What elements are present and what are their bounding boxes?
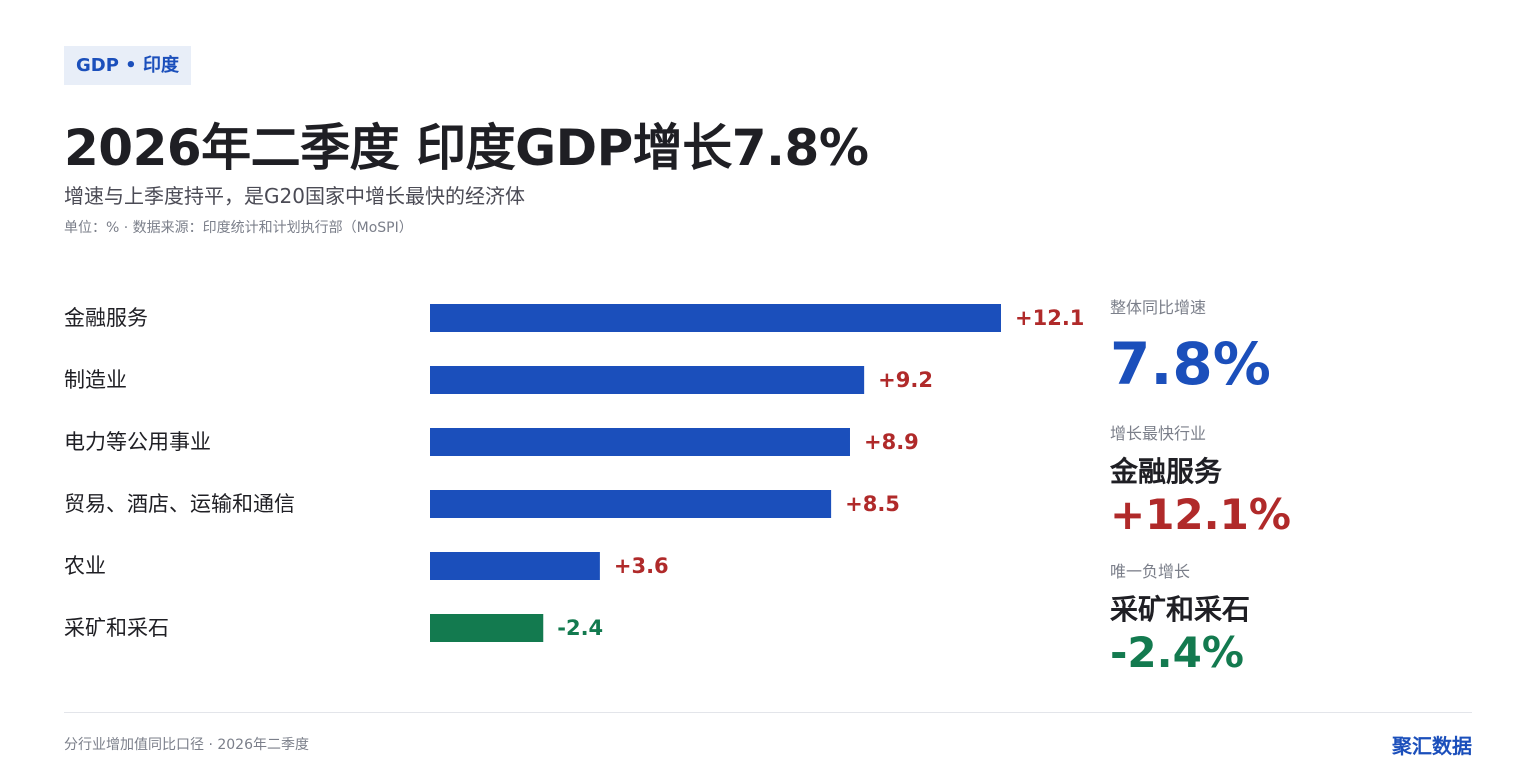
category-label: 金融服务 — [64, 306, 148, 330]
brand-logo: 聚汇数据 — [1392, 734, 1472, 758]
category-label: 采矿和采石 — [64, 616, 169, 640]
topic-tag: GDP • 印度 — [64, 46, 191, 85]
data-label: +8.5 — [845, 492, 900, 516]
negative-sector-label: 唯一负增长 — [1110, 562, 1191, 581]
fastest-sector-value: +12.1% — [1110, 490, 1291, 539]
category-label: 制造业 — [64, 368, 127, 392]
footer-divider — [64, 712, 1472, 713]
data-label: +3.6 — [614, 554, 669, 578]
page-title: 2026年二季度 印度GDP增长7.8% — [64, 119, 869, 177]
unit-source-note: 单位：% · 数据来源：印度统计和计划执行部（MoSPI） — [64, 220, 413, 236]
bar — [430, 490, 832, 518]
negative-sector-name: 采矿和采石 — [1110, 593, 1251, 626]
negative-sector-value: -2.4% — [1110, 628, 1244, 677]
category-label: 贸易、酒店、运输和通信 — [64, 492, 295, 516]
bar — [430, 614, 544, 642]
data-label: -2.4 — [557, 616, 603, 640]
bar — [430, 304, 1001, 332]
overall-growth-label: 整体同比增速 — [1110, 298, 1207, 317]
footer-note: 分行业增加值同比口径 · 2026年二季度 — [64, 737, 309, 753]
sector-growth-bar-chart: 金融服务 +12.1 制造业 +9.2 电力等公用事业 +8.9 贸易、酒店、运输和通信 +8… — [64, 304, 1084, 642]
fastest-sector-name: 金融服务 — [1110, 455, 1223, 488]
fastest-sector-label: 增长最快行业 — [1110, 424, 1207, 443]
data-label: +12.1 — [1015, 306, 1084, 330]
data-label: +9.2 — [878, 368, 933, 392]
category-label: 农业 — [64, 554, 106, 578]
overall-growth-value: 7.8% — [1110, 330, 1271, 398]
category-label: 电力等公用事业 — [64, 430, 211, 454]
data-label: +8.9 — [864, 430, 919, 454]
page-subtitle: 增速与上季度持平，是G20国家中增长最快的经济体 — [64, 184, 525, 208]
bar — [430, 552, 600, 580]
bar — [430, 428, 850, 456]
bar — [430, 366, 865, 394]
